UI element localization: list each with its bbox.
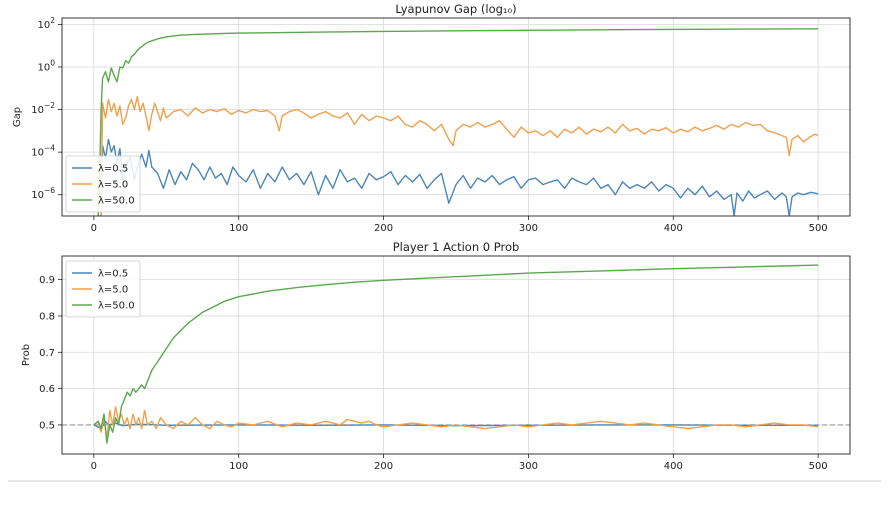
legend-entry: λ=5.0: [98, 285, 128, 296]
x-tick-label: 400: [664, 223, 683, 234]
y-tick-label: 10−6: [31, 186, 55, 201]
y-tick-label: 102: [37, 16, 55, 31]
legend-entry: λ=0.5: [98, 164, 128, 175]
plot-frame: [61, 255, 851, 455]
series-line: [93, 264, 819, 444]
legend-entry: λ=50.0: [98, 196, 135, 207]
x-tick-label: 300: [519, 223, 538, 234]
x-tick-label: 0: [91, 461, 97, 472]
x-tick-label: 200: [374, 223, 393, 234]
lyapunov-gap-panel: Lyapunov Gap (log₁₀) Gap 0 100 200 300 400 50…: [12, 2, 851, 234]
y-tick-label: 0.5: [39, 420, 55, 431]
y-tick-label: 0.8: [39, 311, 55, 322]
player1-prob-panel: Player 1 Action 0 Prob Prob 0 100 200 300 40…: [21, 240, 851, 472]
series-line: [100, 96, 819, 216]
y-tick-label: 10−2: [31, 101, 55, 116]
legend: λ=0.5 λ=5.0 λ=50.0: [65, 155, 141, 213]
series-group: [93, 264, 819, 444]
y-axis-label: Prob: [21, 344, 32, 366]
legend: λ=0.5 λ=5.0 λ=50.0: [65, 260, 141, 318]
x-tick-label: 300: [519, 461, 538, 472]
chart-title: Player 1 Action 0 Prob: [393, 240, 520, 254]
x-tick-label: 500: [809, 461, 828, 472]
y-axis-label: Gap: [12, 107, 23, 127]
y-tick-label: 0.6: [39, 384, 55, 395]
chart-title: Lyapunov Gap (log₁₀): [395, 2, 516, 16]
legend-entry: λ=50.0: [98, 301, 135, 312]
y-tick-label: 0.9: [39, 275, 55, 286]
y-tick-label: 0.7: [39, 348, 55, 359]
series-line: [93, 406, 819, 441]
x-tick-label: 0: [91, 223, 97, 234]
y-tick-label: 100: [37, 58, 55, 73]
legend-entry: λ=0.5: [98, 269, 128, 280]
legend-box: [65, 155, 141, 213]
plot-frame: [61, 17, 851, 217]
x-tick-label: 100: [229, 461, 248, 472]
x-tick-label: 100: [229, 223, 248, 234]
x-tick-label: 500: [809, 223, 828, 234]
legend-entry: λ=5.0: [98, 180, 128, 191]
series-line: [97, 28, 819, 216]
x-tick-label: 200: [374, 461, 393, 472]
legend-box: [65, 260, 141, 318]
x-tick-label: 400: [664, 461, 683, 472]
series-line: [100, 138, 819, 216]
y-tick-label: 10−4: [31, 144, 55, 159]
series-group: [97, 28, 819, 216]
